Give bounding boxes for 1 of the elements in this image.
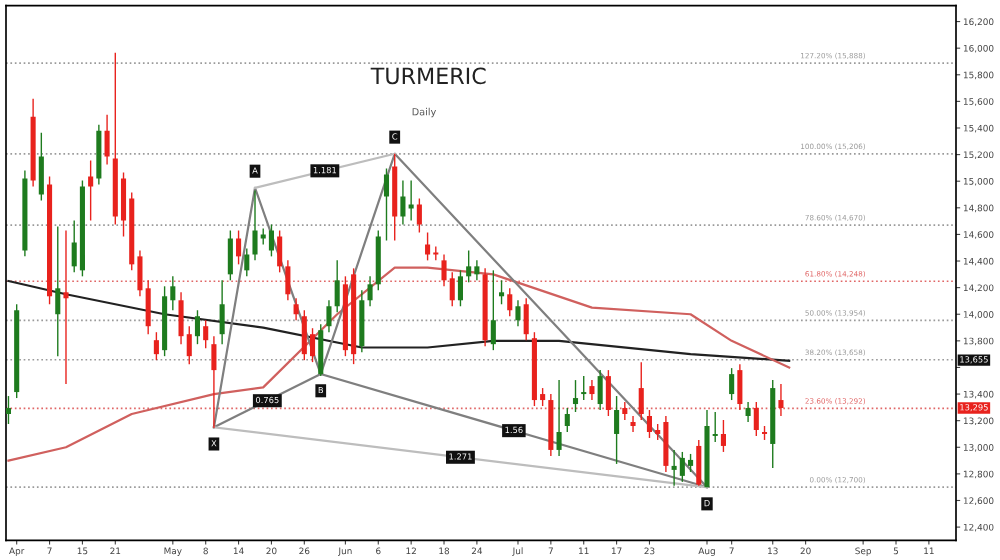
text: TURMERIC (370, 67, 486, 85)
